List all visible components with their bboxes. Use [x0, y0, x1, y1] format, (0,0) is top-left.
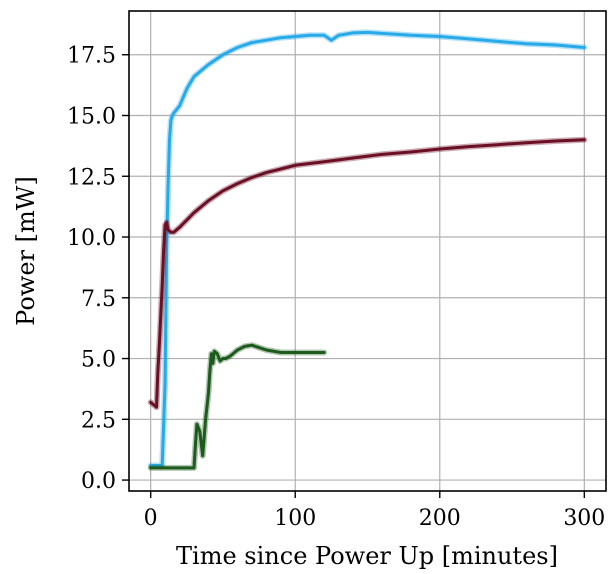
y-tick-label: 0.0	[81, 469, 116, 494]
y-tick-label: 7.5	[81, 287, 116, 312]
x-tick-label: 200	[419, 506, 461, 531]
y-axis-ticks: 0.0 2.5 5.0 7.5 10.0 12.5 15.0 17.5	[67, 44, 129, 494]
x-axis-label: Time since Power Up [minutes]	[176, 542, 558, 570]
plot-background	[129, 11, 606, 491]
y-tick-label: 17.5	[67, 44, 116, 69]
x-tick-label: 300	[563, 506, 605, 531]
y-tick-label: 2.5	[81, 408, 116, 433]
series-0-line	[149, 30, 586, 467]
y-tick-label: 5.0	[81, 348, 116, 373]
grid-lines	[129, 11, 606, 491]
x-tick-label: 0	[144, 506, 158, 531]
y-tick-label: 12.5	[67, 165, 116, 190]
y-tick-label: 15.0	[67, 105, 116, 130]
x-axis-ticks: 0 100 200 300	[144, 491, 605, 531]
x-tick-label: 100	[274, 506, 316, 531]
y-axis-label: Power [mW]	[12, 176, 40, 326]
series-layer	[147, 29, 588, 471]
y-tick-label: 10.0	[67, 226, 116, 251]
series-1-line	[149, 138, 586, 409]
series-2-line	[149, 343, 326, 470]
plot-frame	[128, 10, 607, 492]
